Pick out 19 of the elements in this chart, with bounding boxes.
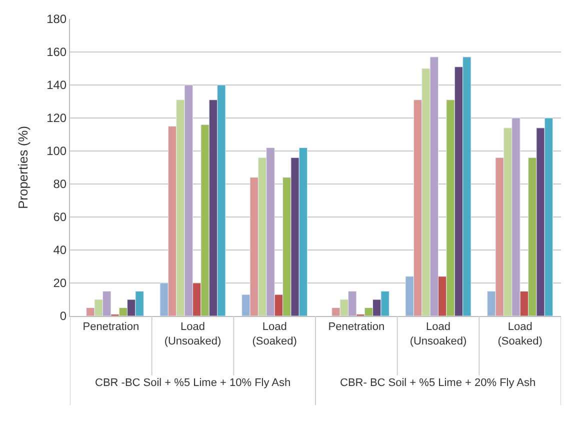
y-tick-label: 20 <box>53 276 67 290</box>
x-tick-label: Load (Unsoaked) <box>164 321 222 348</box>
y-tick-label: 180 <box>46 12 67 26</box>
y-axis-title: Properties (%) <box>16 126 31 210</box>
y-tick-label: 60 <box>53 210 67 224</box>
x-tick-label: Load (Soaked) <box>498 321 542 348</box>
y-tick-label: 160 <box>46 45 67 60</box>
y-tick-label: 40 <box>53 243 67 258</box>
y-tick-label: 140 <box>46 78 67 92</box>
text: CBR -BC Soil + %5 Lime + 10% Fly Ash <box>95 377 291 389</box>
x-tick-label: Penetration <box>328 321 385 334</box>
text: CBR- BC Soil + %5 Lime + 20% Fly Ash <box>340 377 536 389</box>
x-tick-label: Load (Soaked) <box>252 321 297 348</box>
y-tick-label: 0 <box>60 309 67 324</box>
x-tick-label: Penetration <box>82 321 140 334</box>
y-tick-label: 120 <box>46 111 67 126</box>
x-tick-label: Load (Unsoaked) <box>410 321 467 348</box>
y-tick-label: 100 <box>46 144 67 158</box>
y-tick-label: 80 <box>53 177 67 192</box>
